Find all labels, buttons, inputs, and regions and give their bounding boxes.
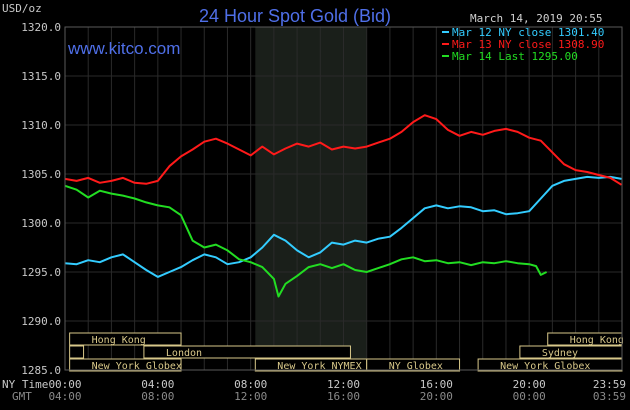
y-tick-label: 1285.0 — [21, 364, 61, 377]
x-axis-label-ny: NY Time — [2, 378, 48, 391]
x-tick-label-ny: 12:00 — [327, 378, 360, 391]
market-session-box — [366, 358, 461, 372]
x-tick-label-ny: 04:00 — [141, 378, 174, 391]
x-tick-label-gmt: 00:00 — [513, 390, 546, 403]
ny-session-shade — [255, 27, 367, 370]
x-tick-label-gmt: 08:00 — [141, 390, 174, 403]
series-line-2 — [64, 114, 623, 186]
x-axis-label-gmt: GMT — [12, 390, 32, 403]
x-tick-label-gmt: 04:00 — [48, 390, 81, 403]
market-session-label: Hong Kong — [570, 335, 624, 346]
y-axis-label: USD/oz — [2, 2, 42, 15]
chart-title: 24 Hour Spot Gold (Bid) — [199, 6, 391, 26]
x-tick-label-gmt: 12:00 — [234, 390, 267, 403]
market-session-box — [69, 332, 182, 346]
market-session-label: Hong Kong — [92, 335, 146, 346]
y-tick-label: 1305.0 — [21, 168, 61, 181]
x-tick-label-ny: 20:00 — [513, 378, 546, 391]
market-session-box — [69, 345, 85, 359]
market-session-label: London — [166, 348, 202, 359]
plot-frame — [64, 26, 623, 371]
legend-entry-2: Mar 13 NY close 1308.90 — [452, 38, 604, 51]
y-tick-label: 1320.0 — [21, 21, 61, 34]
series-line-1 — [64, 175, 622, 278]
x-tick-label-gmt: 16:00 — [327, 390, 360, 403]
series-line-3 — [64, 184, 548, 298]
market-session-label: New York NYMEX — [277, 361, 361, 372]
x-tick-label-ny: 08:00 — [234, 378, 267, 391]
market-session-label: Sydney — [542, 348, 578, 359]
y-tick-label: 1290.0 — [21, 315, 61, 328]
market-session-box — [143, 345, 351, 359]
x-tick-label-ny: 16:00 — [420, 378, 453, 391]
watermark-label: www.kitco.com — [67, 39, 180, 58]
y-tick-label: 1300.0 — [21, 217, 61, 230]
x-tick-label-gmt: 20:00 — [420, 390, 453, 403]
date-label: March 14, 2019 20:55 — [470, 12, 602, 25]
legend-entry-1: Mar 12 NY close 1301.40 — [452, 26, 604, 39]
x-tick-label-ny: 00:00 — [48, 378, 81, 391]
y-tick-label: 1315.0 — [21, 70, 61, 83]
y-tick-label: 1295.0 — [21, 266, 61, 279]
market-session-box — [69, 358, 182, 372]
legend-entry-3: Mar 14 Last 1295.00 — [452, 50, 578, 63]
market-session-label: NY Globex — [389, 361, 443, 372]
x-tick-label-gmt: 03:59 — [593, 390, 626, 403]
market-session-label: New York Globex — [92, 361, 182, 372]
y-tick-label: 1310.0 — [21, 119, 61, 132]
x-tick-label-ny: 23:59 — [593, 378, 626, 391]
market-session-label: New York Globex — [500, 361, 590, 372]
